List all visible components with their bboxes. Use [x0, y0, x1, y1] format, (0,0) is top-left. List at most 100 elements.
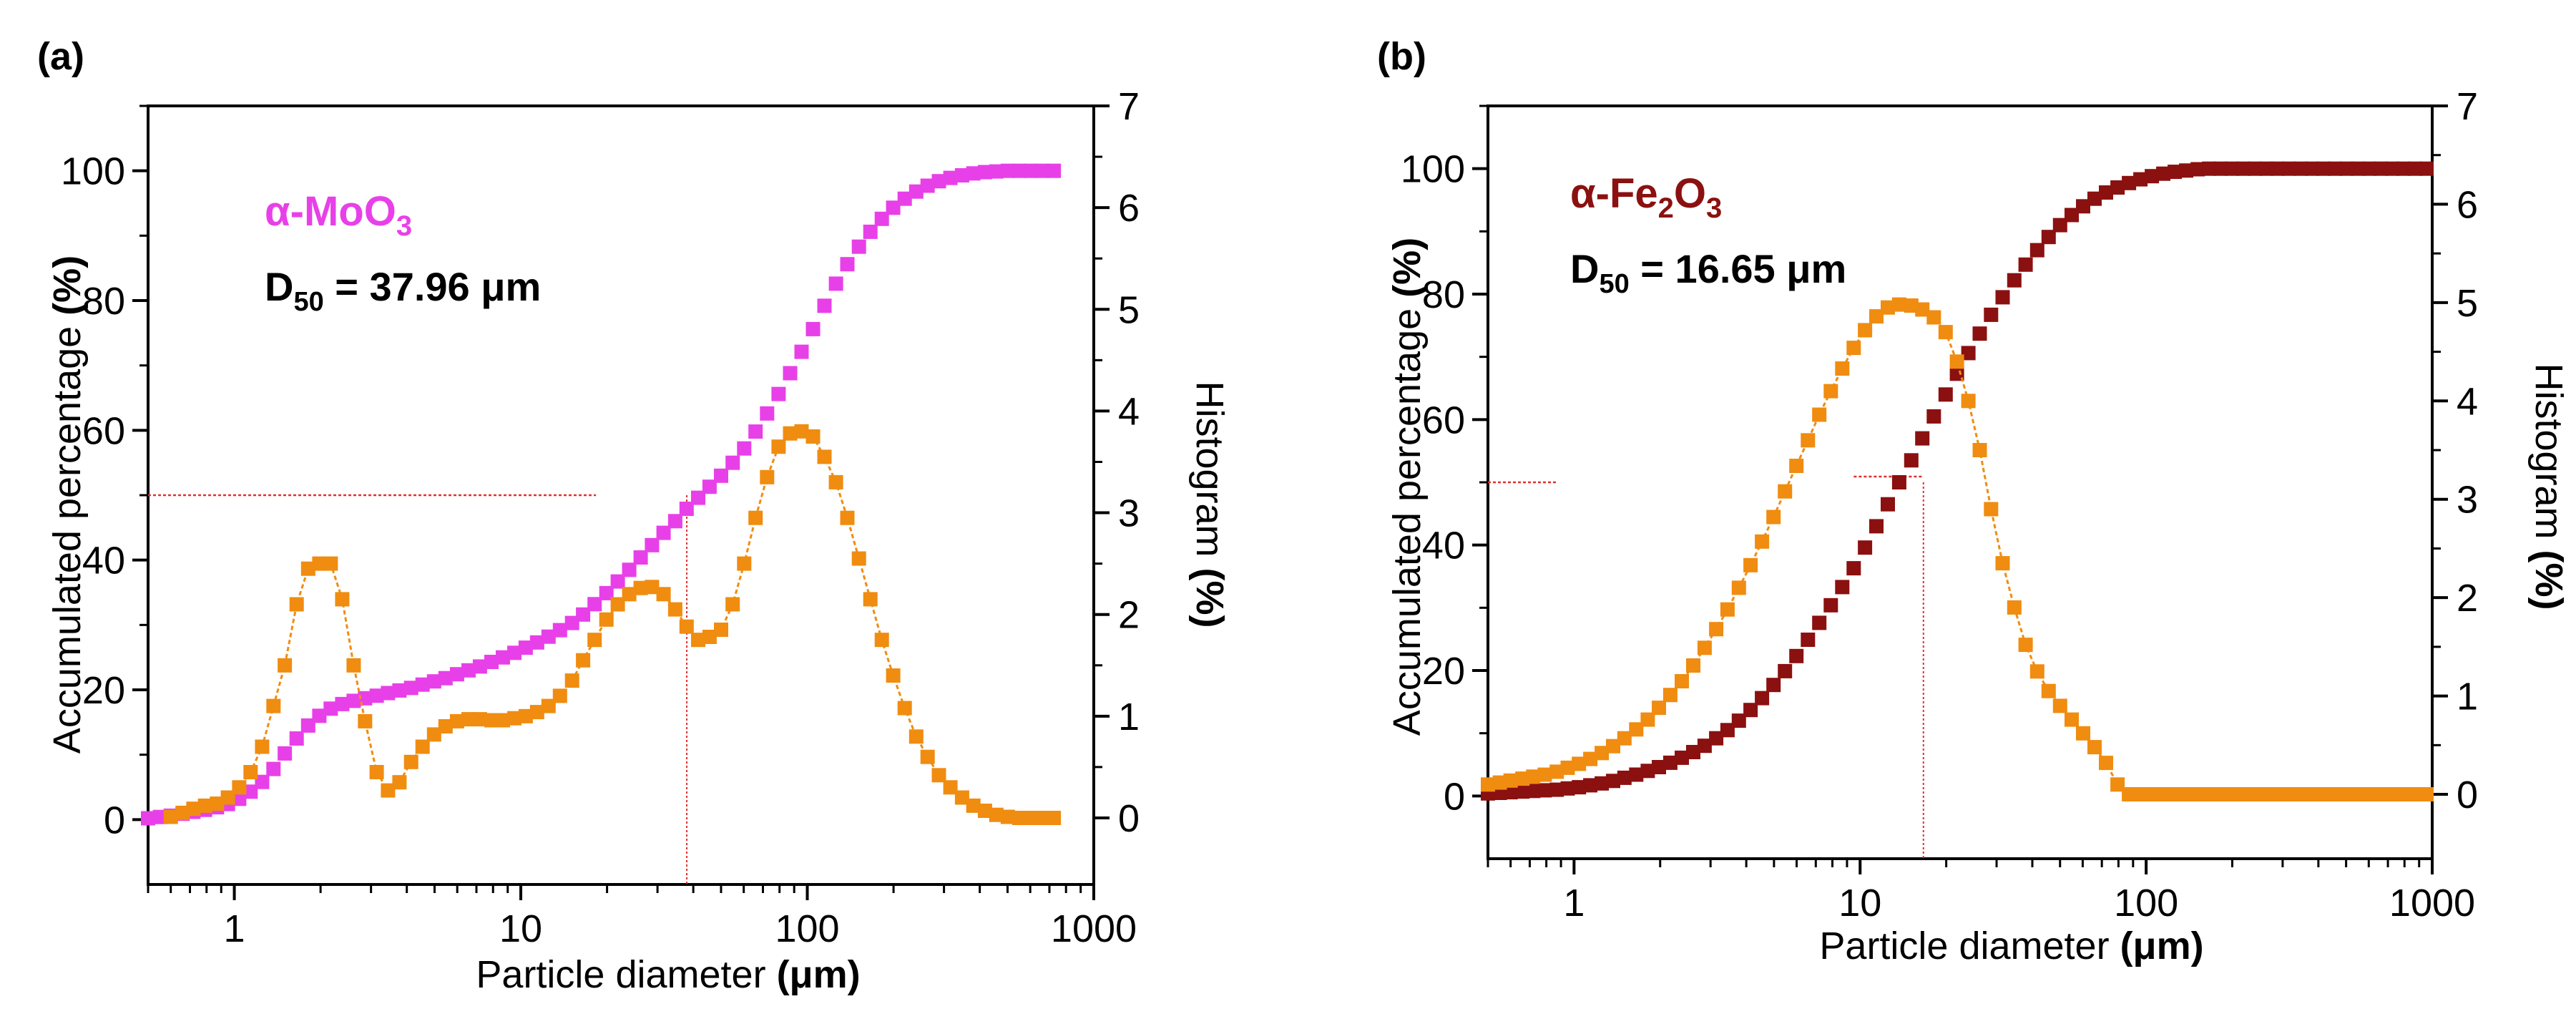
cumulative-point	[1801, 633, 1816, 647]
y2-tick-label: 3	[2457, 479, 2478, 522]
cumulative-point	[403, 681, 418, 696]
cumulative-point	[679, 502, 694, 516]
panel-b: (b) α-Fe2O3 D50 = 16.65 μm 1 10 100 1000020…	[1377, 35, 2570, 967]
histogram-point	[289, 597, 304, 612]
x-tick-label: 100	[775, 907, 839, 950]
histogram-point	[266, 698, 281, 713]
cumulative-point	[2362, 161, 2377, 176]
cumulative-point	[312, 708, 327, 723]
y2-tick-label: 7	[1118, 85, 1140, 128]
y-tick-label: 40	[82, 540, 125, 582]
histogram-point	[2293, 787, 2308, 801]
histogram-point	[1846, 341, 1861, 356]
cumulative-point	[2396, 161, 2411, 176]
cumulative-point	[1846, 561, 1861, 576]
histogram-point	[1503, 773, 1518, 788]
histogram-point	[828, 474, 843, 489]
cumulative-point	[2156, 166, 2171, 181]
histogram-point	[622, 587, 637, 602]
histogram-point	[186, 801, 201, 816]
cumulative-point	[2133, 172, 2148, 187]
cumulative-point	[2007, 273, 2022, 288]
histogram-point	[335, 592, 350, 607]
cumulative-point	[2145, 169, 2160, 184]
cumulative-point	[2305, 161, 2319, 176]
histogram-point	[2145, 787, 2160, 801]
panel-a: (a) α-MoO3 D50 = 37.96 μm 1 10 100 10000204…	[37, 35, 1231, 996]
y-axis-label-a: Accumulated percentage (%)	[46, 255, 89, 754]
sample-label-a: α-MoO3	[265, 188, 412, 242]
histogram-point	[1915, 302, 1930, 317]
cumulative-point	[943, 170, 958, 185]
cumulative-point	[909, 184, 924, 199]
histogram-point	[805, 429, 821, 444]
cumulative-point	[656, 525, 671, 540]
histogram-point	[403, 754, 418, 769]
y2-tick-label: 5	[2457, 282, 2478, 325]
cumulative-point	[783, 366, 798, 381]
x-tick-label: 10	[499, 907, 542, 950]
histogram-point	[2007, 600, 2022, 615]
histogram-point	[2305, 787, 2319, 801]
histogram-point	[725, 597, 740, 612]
histogram-point	[909, 729, 924, 744]
panel-label-b: (b)	[1377, 35, 1426, 78]
cumulative-point	[289, 731, 304, 746]
sample-label-fe2o3: α-Fe2O3	[1570, 170, 1722, 224]
cumulative-point	[1812, 615, 1827, 630]
histogram-point	[748, 510, 763, 525]
histogram-point	[2133, 787, 2148, 801]
cumulative-point	[599, 585, 614, 600]
histogram-point	[346, 658, 361, 673]
histogram-point	[714, 623, 728, 637]
histogram-point	[1755, 534, 1770, 549]
cumulative-point	[1012, 163, 1027, 178]
histogram-point	[2122, 787, 2137, 801]
cumulative-point	[645, 537, 660, 552]
histogram-point	[989, 807, 1004, 822]
y-tick-label: 0	[1444, 775, 1465, 818]
histogram-point	[633, 580, 648, 595]
histogram-point	[1526, 769, 1541, 784]
cumulative-point	[1503, 785, 1518, 800]
histogram-point	[667, 602, 682, 617]
cumulative-point	[1755, 691, 1770, 706]
y2-axis-label-a: Histogram (%)	[1188, 381, 1231, 628]
cumulative-point	[794, 344, 809, 359]
histogram-point	[449, 713, 464, 728]
cumulative-point	[2270, 161, 2285, 176]
cumulative-point	[1891, 475, 1906, 489]
histogram-point	[1720, 602, 1735, 617]
histogram-point	[1881, 300, 1895, 315]
sample-label-moo3: α-MoO3	[265, 188, 412, 242]
histogram-point	[1835, 361, 1850, 376]
histogram-point	[1481, 777, 1495, 792]
cumulative-point	[2213, 161, 2228, 176]
histogram-point	[1583, 751, 1598, 766]
histogram-point	[817, 449, 832, 464]
cumulative-point	[920, 178, 935, 193]
d50-label-a: D50 = 37.96 μm	[265, 264, 541, 317]
cumulative-point	[2351, 161, 2366, 176]
panel-label-a: (a)	[37, 35, 84, 78]
cumulative-point	[1766, 678, 1781, 693]
cumulative-point	[2339, 161, 2354, 176]
histogram-point	[1709, 622, 1724, 637]
y2-tick-label: 0	[2457, 774, 2478, 816]
x-tick-label: 1000	[1051, 907, 1137, 950]
histogram-point	[1515, 771, 1530, 786]
histogram-point	[863, 592, 878, 607]
cumulative-point	[2110, 180, 2125, 195]
histogram-point	[369, 765, 384, 779]
histogram-point	[977, 804, 992, 818]
histogram-point	[1926, 310, 1941, 325]
cumulative-point	[2293, 161, 2308, 176]
cumulative-point	[667, 514, 682, 529]
histogram-point	[702, 630, 717, 644]
y-tick-label: 60	[1422, 399, 1465, 442]
histogram-point	[2156, 787, 2171, 801]
histogram-point	[1697, 640, 1712, 655]
cumulative-point	[737, 441, 752, 456]
histogram-point	[1869, 309, 1884, 324]
y2-tick-label: 2	[1118, 594, 1140, 637]
